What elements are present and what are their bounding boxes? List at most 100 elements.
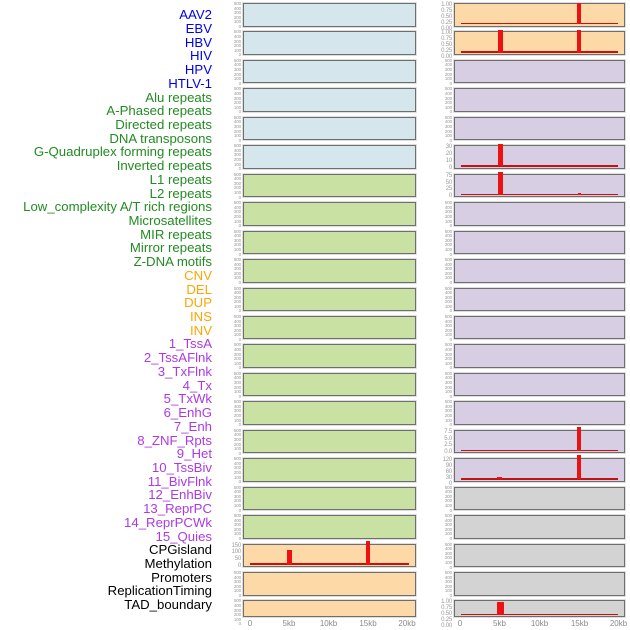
x-tick-label: 15kb: [359, 618, 377, 628]
y-axis-tick-labels: 1.00 0.75 0.50 0.25 0.00: [422, 2, 452, 32]
row-label-dup: DUP: [184, 295, 212, 311]
y-tick-label: 100: [233, 446, 241, 452]
row-label-9-het: 9_Het: [176, 446, 212, 462]
row-label-low-complexity-a-t-rich-regions: Low_complexity A/T rich regions: [23, 199, 212, 215]
signal-spike: [497, 172, 504, 195]
signal-bar: [496, 476, 502, 480]
y-tick-label: 300: [444, 67, 452, 73]
x-tick-label: 20kb: [398, 618, 416, 628]
y-axis-tick-labels: 500 400 300 200 100 0: [422, 570, 452, 597]
y-tick-label: 400: [233, 119, 241, 125]
y-tick-label: 100: [444, 218, 452, 224]
y-tick-label: 200: [233, 583, 241, 589]
y-axis-tick-labels: 500 400 300 200 100 0: [211, 30, 241, 57]
y-tick-label: 0: [238, 137, 242, 143]
y-tick-label: 500: [233, 143, 241, 149]
y-tick-label: 200: [233, 612, 241, 618]
y-tick-label: 100: [233, 246, 241, 252]
y-tick-label: 0: [238, 336, 242, 342]
y-tick-label: 0: [238, 365, 242, 371]
y-tick-label: 50: [445, 179, 452, 186]
y-tick-label: 500: [444, 114, 452, 120]
row-label-mirror-repeats: Mirror repeats: [129, 240, 212, 256]
y-tick-label: 300: [444, 522, 452, 528]
row-label-hiv: HIV: [190, 48, 212, 64]
y-tick-label: 200: [444, 299, 452, 305]
y-tick-label: 300: [444, 351, 452, 357]
y-tick-label: 300: [444, 209, 452, 215]
row-label-12-enhbiv: 12_EnhBiv: [148, 487, 212, 503]
y-tick-label: 400: [233, 403, 241, 409]
y-tick-label: 0: [449, 507, 453, 513]
y-tick-label: 0: [238, 308, 242, 314]
y-tick-label: 0: [238, 621, 242, 627]
row-label-l1-repeats: L1 repeats: [149, 171, 212, 187]
y-tick-label: 500: [233, 484, 241, 490]
y-tick-label: 100: [233, 104, 241, 110]
panel-col1-row21: 500 400 300 200 100 0: [234, 570, 416, 598]
y-tick-label: 75: [445, 172, 452, 179]
y-tick-label: 200: [233, 157, 241, 163]
panel-col2-row13: 500 400 300 200 100 0: [445, 343, 625, 370]
y-tick-label: 0: [238, 450, 242, 456]
y-tick-label: 300: [233, 152, 241, 158]
y-tick-label: 300: [233, 493, 241, 499]
y-tick-label: 100: [233, 531, 241, 537]
signal-spike: [498, 143, 504, 167]
y-tick-label: 500: [233, 114, 241, 120]
y-tick-label: 400: [233, 460, 241, 466]
y-tick-label: 300: [444, 95, 452, 101]
y-tick-label: 100: [233, 503, 241, 509]
y-tick-label: 300: [444, 579, 452, 585]
panel-col2-row21: 500 400 300 200 100 0: [445, 570, 625, 598]
y-axis-tick-labels: 500 400 300 200 100 0: [422, 285, 452, 313]
y-tick-label: 300: [233, 380, 241, 386]
y-tick-label: 300: [233, 123, 241, 129]
row-label-aav2: AAV2: [179, 7, 212, 23]
y-axis-tick-labels: 500 400 300 200 100 0: [211, 172, 241, 199]
y-tick-label: 400: [233, 34, 241, 40]
y-tick-label: 400: [444, 62, 452, 68]
y-tick-label: 0: [238, 223, 242, 229]
panel-col2-row22: 1.00 0.75 0.50 0.25 0.00: [441, 599, 625, 629]
y-tick-label: 0.50: [441, 14, 452, 20]
y-tick-label: 0: [449, 365, 453, 371]
y-tick-label: 300: [233, 10, 241, 16]
row-label-13-reprpc: 13_ReprPC: [143, 501, 212, 517]
y-axis-tick-labels: 500 400 300 200 100 0: [211, 144, 241, 171]
panel-col1-row18: 500 400 300 200 100 0: [234, 485, 416, 512]
y-tick-label: 100: [444, 389, 452, 395]
row-label-3-txflnk: 3_TxFlnk: [157, 363, 212, 379]
row-label-hbv: HBV: [184, 34, 212, 50]
row-label-7-enh: 7_Enh: [173, 418, 212, 434]
y-tick-label: 0: [449, 109, 453, 115]
y-axis-tick-labels: 500 400 300 200 100 0: [422, 201, 452, 228]
panel-col1-row17: 500 400 300 200 100 0: [234, 457, 416, 484]
y-tick-label: 0: [449, 564, 453, 570]
x-tick-label: 0: [457, 618, 463, 628]
y-tick-label: 200: [444, 583, 452, 589]
y-tick-label: 0: [238, 479, 242, 485]
y-tick-label: 0: [448, 164, 452, 171]
y-tick-label: 0: [238, 592, 242, 598]
y-tick-label: 400: [444, 119, 452, 125]
y-axis-tick-labels: 30 20 10 0: [422, 144, 452, 171]
panel-col1-row13: 500 400 300 200 100 0: [234, 343, 416, 370]
y-tick-label: 0: [449, 280, 453, 286]
signal-spike: [577, 30, 582, 53]
y-tick-label: 500: [444, 57, 452, 63]
y-tick-label: 500: [233, 257, 241, 263]
panel-col1-row16: 500 400 300 200 100 0: [234, 428, 416, 455]
y-tick-label: 500: [444, 285, 452, 291]
y-tick-label: 400: [444, 403, 452, 409]
panel-col2-row3: 500 400 300 200 100 0: [445, 58, 625, 85]
y-axis-tick-labels: 1.00 0.75 0.50 0.25 0.00: [422, 30, 452, 60]
y-tick-label: 200: [233, 413, 241, 419]
y-axis-tick-labels: 500 400 300 200 100 0: [422, 371, 452, 398]
y-tick-label: 400: [233, 62, 241, 68]
y-tick-label: 400: [233, 5, 241, 11]
y-axis-tick-labels: 500 400 300 200 100 0: [211, 371, 241, 398]
y-tick-label: 200: [444, 128, 452, 134]
y-tick-label: 400: [444, 346, 452, 352]
y-tick-label: 100: [233, 417, 241, 423]
